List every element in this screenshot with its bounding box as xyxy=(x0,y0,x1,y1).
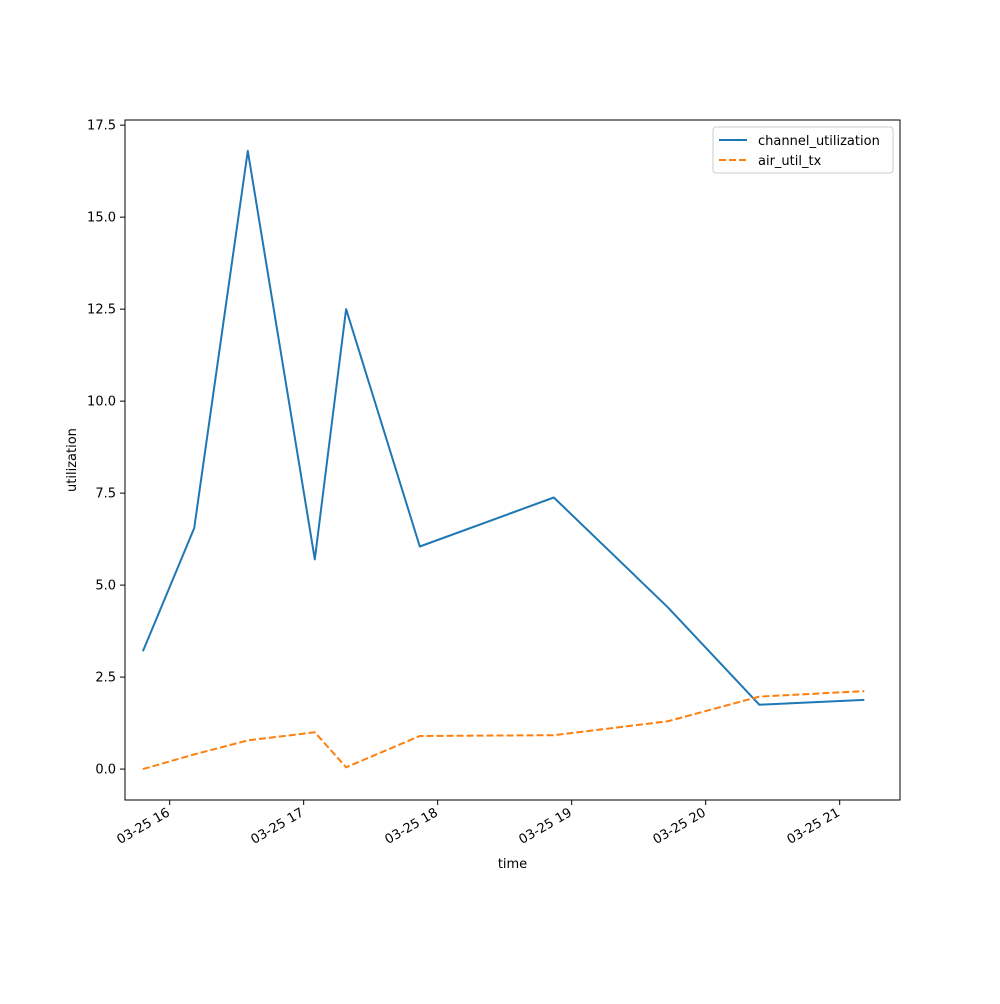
y-tick-label: 12.5 xyxy=(87,303,116,318)
y-tick-label: 15.0 xyxy=(87,211,116,226)
series-line-channel-utilization xyxy=(143,151,864,705)
legend-label: air_util_tx xyxy=(758,154,822,169)
legend: channel_utilization air_util_tx xyxy=(713,127,893,173)
x-tick-label: 03-25 17 xyxy=(249,805,307,847)
y-tick-label: 0.0 xyxy=(95,763,116,778)
y-tick-label: 10.0 xyxy=(87,395,116,410)
y-tick-label: 2.5 xyxy=(95,671,116,686)
y-axis-label: utilization xyxy=(65,428,80,492)
x-tick-label: 03-25 16 xyxy=(115,805,173,847)
y-tick-label: 7.5 xyxy=(95,487,116,502)
x-tick-label: 03-25 20 xyxy=(651,805,709,847)
x-tick-label: 03-25 19 xyxy=(517,805,575,847)
series-line-air-util-tx xyxy=(143,691,864,769)
x-axis-label: time xyxy=(498,857,527,872)
x-tick-label: 03-25 21 xyxy=(785,805,843,847)
plot-frame xyxy=(125,120,900,800)
x-tick-label: 03-25 18 xyxy=(383,805,441,847)
legend-label: channel_utilization xyxy=(758,134,880,149)
y-tick-label: 17.5 xyxy=(87,119,116,134)
y-tick-label: 5.0 xyxy=(95,579,116,594)
